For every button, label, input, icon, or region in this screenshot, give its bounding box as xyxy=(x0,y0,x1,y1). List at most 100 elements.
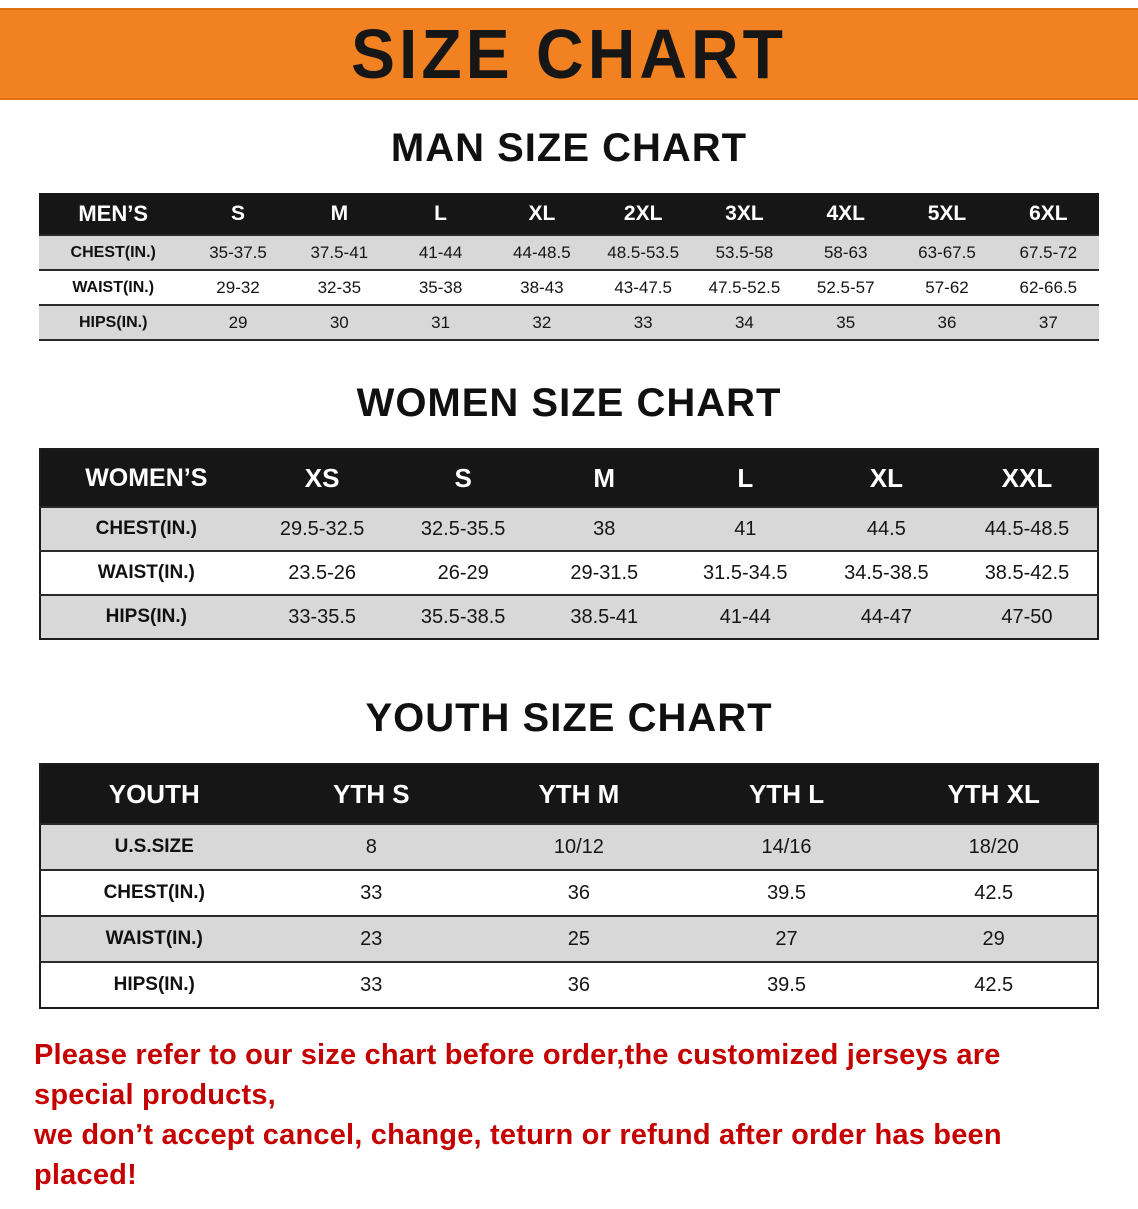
size-value-cell: 39.5 xyxy=(767,881,806,904)
size-value-cell: 41-44 xyxy=(418,242,463,262)
size-header-cell: S xyxy=(454,462,472,493)
size-value-cell: 31 xyxy=(431,312,451,332)
size-value-cell: 33-35.5 xyxy=(288,605,357,628)
size-header-cell: XL xyxy=(528,201,556,225)
row-label: HIPS(IN.) xyxy=(78,313,148,331)
size-value-cell: 52.5-57 xyxy=(816,277,875,297)
size-value-cell: 34.5-38.5 xyxy=(844,561,929,584)
size-value-cell: 48.5-53.5 xyxy=(607,242,680,262)
youth-size-table: YOUTH YTH S YTH M YTH L YTH XL U.S.SIZE 8 10/12… xyxy=(39,763,1099,1009)
size-value-cell: 36 xyxy=(567,881,591,904)
size-value-cell: 44.5 xyxy=(866,517,906,540)
disclaimer-line-2: we don’t accept cancel, change, teturn o… xyxy=(34,1119,1002,1191)
size-header-cell: 5XL xyxy=(927,201,967,225)
table-row: WAIST(IN.) 23 25 27 29 xyxy=(40,916,1098,962)
size-value-cell: 53.5-58 xyxy=(715,242,774,262)
size-chart-page: SIZE CHART MAN SIZE CHART MEN’S S M L XL 2XL 3X… xyxy=(0,8,1138,1195)
table-title-cell: MEN’S xyxy=(78,200,149,226)
disclaimer-line-1: Please refer to our size chart before or… xyxy=(34,1039,1001,1111)
size-header-cell: XXL xyxy=(1001,462,1053,493)
size-value-cell: 29-32 xyxy=(216,277,260,297)
table-row: HIPS(IN.) 33-35.5 35.5-38.5 38.5-41 41-44 44-… xyxy=(40,595,1098,639)
size-header-cell: 6XL xyxy=(1029,201,1068,225)
size-value-cell: 42.5 xyxy=(974,973,1014,996)
size-header-cell: XL xyxy=(869,462,903,493)
womens-size-table-section: WOMEN SIZE CHART WOMEN’S XS S M L XL XXL CHEST(I… xyxy=(0,381,1138,640)
size-value-cell: 42.5 xyxy=(974,881,1014,904)
youth-size-table-section: YOUTH SIZE CHART YOUTH YTH S YTH M YTH L YTH … xyxy=(0,696,1138,1009)
size-value-cell: 32.5-35.5 xyxy=(420,517,506,540)
table-row: U.S.SIZE 8 10/12 14/16 18/20 xyxy=(40,824,1098,870)
disclaimer: Please refer to our size chart before or… xyxy=(0,1035,1138,1195)
section-heading: YOUTH SIZE CHART xyxy=(365,696,773,740)
table-row: HIPS(IN.) 29 30 31 32 33 34 35 36 37 xyxy=(39,305,1099,340)
size-value-cell: 23.5-26 xyxy=(288,561,357,584)
size-header-cell: L xyxy=(737,462,754,493)
size-header-cell: 3XL xyxy=(725,201,764,225)
size-value-cell: 27 xyxy=(775,927,798,950)
size-value-cell: 29 xyxy=(228,312,248,332)
table-row: WAIST(IN.) 23.5-26 26-29 29-31.5 31.5-34.5 34… xyxy=(40,551,1098,595)
size-value-cell: 47-50 xyxy=(1001,605,1053,628)
size-value-cell: 41 xyxy=(734,517,757,540)
size-value-cell: 26-29 xyxy=(437,561,489,584)
size-header-cell: YTH S xyxy=(332,778,410,809)
size-header-cell: 2XL xyxy=(623,201,663,225)
section-heading: WOMEN SIZE CHART xyxy=(356,381,782,425)
row-label: CHEST(IN.) xyxy=(70,243,156,261)
size-value-cell: 29-31.5 xyxy=(570,561,639,584)
size-value-cell: 63-67.5 xyxy=(918,242,976,262)
row-label: CHEST(IN.) xyxy=(95,518,197,539)
banner: SIZE CHART xyxy=(0,8,1138,100)
header-row: MEN’S S M L XL 2XL 3XL 4XL 5XL 6XL xyxy=(39,193,1099,235)
size-value-cell: 35 xyxy=(836,312,856,332)
size-value-cell: 18/20 xyxy=(968,835,1019,858)
row-label: WAIST(IN.) xyxy=(72,278,155,296)
size-header-cell: M xyxy=(593,462,616,493)
size-value-cell: 37.5-41 xyxy=(310,242,369,262)
size-value-cell: 35.5-38.5 xyxy=(420,605,506,628)
size-header-cell: S xyxy=(231,201,246,225)
size-value-cell: 14/16 xyxy=(761,835,812,858)
table-row: WAIST(IN.) 29-32 32-35 35-38 38-43 43-47.5 47.… xyxy=(39,270,1099,305)
size-value-cell: 67.5-72 xyxy=(1019,242,1078,262)
row-label: HIPS(IN.) xyxy=(113,974,195,995)
size-value-cell: 47.5-52.5 xyxy=(708,277,781,297)
size-chart-sections: MAN SIZE CHART MEN’S S M L XL 2XL 3XL 4XL 5XL 6XL C… xyxy=(0,126,1138,1009)
size-header-cell: YTH XL xyxy=(947,778,1040,809)
table-title-cell: WOMEN’S xyxy=(85,463,208,492)
size-value-cell: 36 xyxy=(567,973,591,996)
header-row: YOUTH YTH S YTH M YTH L YTH XL xyxy=(40,764,1098,824)
size-header-cell: XS xyxy=(304,462,340,493)
size-value-cell: 38.5-41 xyxy=(570,605,639,628)
size-header-cell: L xyxy=(434,201,447,225)
size-header-cell: M xyxy=(330,201,349,225)
row-label: U.S.SIZE xyxy=(114,836,194,857)
mens-size-table-section: MAN SIZE CHART MEN’S S M L XL 2XL 3XL 4XL 5XL 6XL C… xyxy=(0,126,1138,341)
table-row: CHEST(IN.) 29.5-32.5 32.5-35.5 38 41 44.5 44.5… xyxy=(40,507,1098,551)
row-label: WAIST(IN.) xyxy=(97,562,195,583)
size-value-cell: 44-47 xyxy=(860,605,912,628)
size-value-cell: 38-43 xyxy=(520,277,564,297)
size-value-cell: 41-44 xyxy=(719,605,771,628)
size-value-cell: 29.5-32.5 xyxy=(279,517,365,540)
size-value-cell: 32 xyxy=(532,312,552,332)
header-row: WOMEN’S XS S M L XL XXL xyxy=(40,449,1098,507)
size-value-cell: 44.5-48.5 xyxy=(984,517,1070,540)
table-row: HIPS(IN.) 33 36 39.5 42.5 xyxy=(40,962,1098,1008)
size-value-cell: 35-37.5 xyxy=(209,242,267,262)
size-header-cell: YTH L xyxy=(748,778,825,809)
size-value-cell: 33 xyxy=(360,973,383,996)
size-value-cell: 38.5-42.5 xyxy=(984,561,1070,584)
section-heading: MAN SIZE CHART xyxy=(390,126,748,170)
size-value-cell: 32-35 xyxy=(317,277,362,297)
size-value-cell: 38 xyxy=(593,517,616,540)
size-value-cell: 36 xyxy=(937,312,957,332)
size-value-cell: 33 xyxy=(633,312,653,332)
size-value-cell: 33 xyxy=(360,881,383,904)
womens-size-table: WOMEN’S XS S M L XL XXL CHEST(IN.) 29.5-32.5 32.5… xyxy=(39,448,1099,640)
size-value-cell: 29 xyxy=(982,927,1005,950)
size-value-cell: 10/12 xyxy=(553,835,604,858)
size-value-cell: 25 xyxy=(567,927,591,950)
size-value-cell: 62-66.5 xyxy=(1019,277,1078,297)
